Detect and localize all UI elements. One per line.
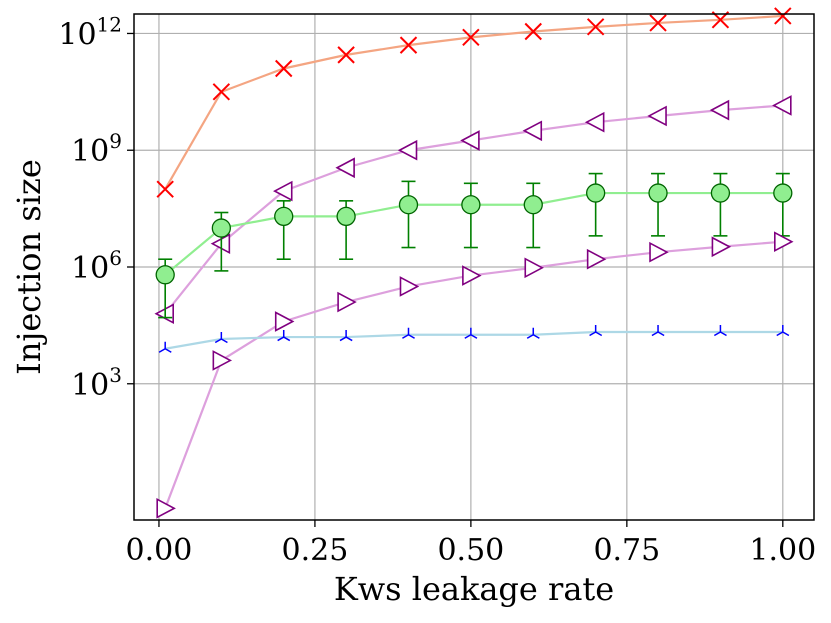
marker-circle bbox=[710, 183, 731, 203]
marker-tri-down bbox=[214, 332, 228, 344]
marker-triangle-left bbox=[397, 139, 418, 161]
marker-triangle-right bbox=[462, 265, 482, 286]
marker-triangle-right bbox=[774, 231, 794, 253]
series-tri-down bbox=[158, 325, 790, 353]
marker-triangle-left bbox=[772, 95, 792, 116]
x-tick-label: 0.00 bbox=[126, 533, 193, 568]
marker-triangle-left bbox=[273, 180, 293, 202]
series-circle bbox=[155, 172, 793, 319]
series-left-triangle bbox=[154, 95, 792, 325]
marker-tri-down bbox=[776, 325, 790, 337]
marker-triangle-left bbox=[647, 105, 667, 127]
series-x bbox=[156, 7, 792, 198]
marker-triangle-right bbox=[399, 276, 420, 297]
marker-tri-down bbox=[158, 341, 172, 353]
y-tick-label: 103 bbox=[71, 363, 122, 403]
y-tick-label: 109 bbox=[71, 129, 122, 169]
x-tick-label: 0.75 bbox=[593, 533, 660, 568]
marker-circle bbox=[398, 195, 419, 215]
marker-triangle-left bbox=[335, 157, 355, 179]
marker-x bbox=[462, 28, 480, 47]
series-layer bbox=[154, 7, 794, 519]
ticks: 0.00 0.25 0.50 0.75 1.00 103 106 109 1012 bbox=[58, 12, 816, 568]
marker-tri-down bbox=[339, 330, 353, 342]
marker-triangle-right bbox=[711, 236, 732, 258]
marker-tri-down bbox=[526, 327, 540, 339]
marker-triangle-right bbox=[156, 497, 176, 519]
marker-x bbox=[275, 59, 293, 78]
marker-x bbox=[586, 18, 605, 36]
marker-circle bbox=[586, 183, 606, 203]
marker-circle bbox=[274, 206, 294, 227]
marker-triangle-right bbox=[274, 311, 295, 332]
marker-triangle-left bbox=[584, 111, 605, 133]
marker-x bbox=[774, 7, 792, 25]
marker-tri-down bbox=[589, 325, 603, 337]
y-tick-label: 106 bbox=[71, 246, 122, 286]
y-axis-label: Injection size bbox=[10, 159, 48, 375]
marker-triangle-left bbox=[460, 130, 480, 151]
marker-circle bbox=[211, 218, 231, 238]
marker-x bbox=[156, 180, 174, 198]
series-right-triangle bbox=[156, 231, 794, 519]
marker-x bbox=[649, 14, 667, 32]
marker-x bbox=[212, 83, 231, 101]
marker-circle bbox=[461, 195, 481, 215]
marker-triangle-right bbox=[649, 241, 669, 263]
marker-triangle-left bbox=[522, 120, 543, 142]
marker-circle bbox=[155, 265, 175, 285]
y-tick-label: 1012 bbox=[58, 12, 122, 52]
marker-triangle-right bbox=[586, 248, 607, 270]
marker-circle bbox=[648, 183, 668, 203]
marker-circle bbox=[523, 195, 543, 215]
marker-x bbox=[524, 22, 542, 41]
x-axis-label: Kws leakage rate bbox=[334, 570, 614, 608]
marker-tri-down bbox=[277, 330, 291, 342]
marker-tri-down bbox=[464, 327, 478, 339]
x-tick-label: 0.25 bbox=[282, 533, 349, 568]
marker-tri-down bbox=[402, 327, 415, 339]
marker-triangle-right bbox=[212, 350, 233, 371]
x-tick-label: 0.50 bbox=[437, 533, 504, 568]
marker-tri-down bbox=[713, 325, 727, 337]
marker-x bbox=[337, 46, 355, 64]
marker-circle bbox=[773, 183, 793, 203]
marker-triangle-right bbox=[337, 291, 357, 313]
marker-tri-down bbox=[651, 325, 665, 337]
marker-triangle-right bbox=[524, 257, 544, 279]
marker-x bbox=[399, 36, 418, 54]
marker-circle bbox=[336, 206, 356, 227]
x-tick-label: 1.00 bbox=[749, 533, 816, 568]
marker-triangle-left bbox=[709, 99, 730, 121]
